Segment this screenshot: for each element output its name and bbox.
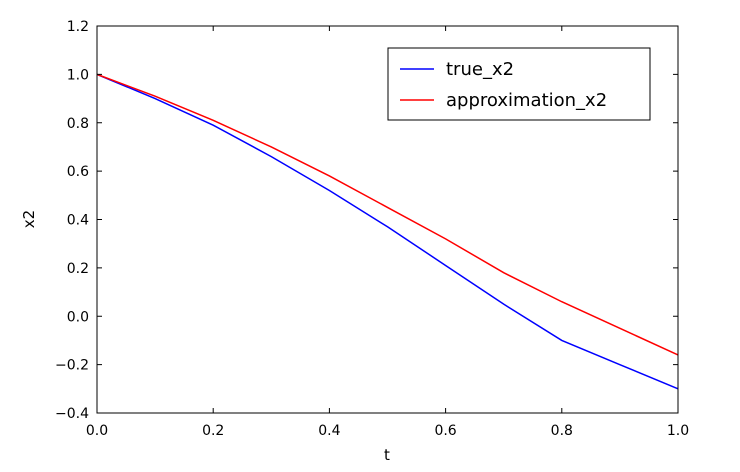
legend-box bbox=[387, 47, 651, 121]
y-tick-label: 1.0 bbox=[67, 67, 89, 83]
y-tick-label: −0.4 bbox=[55, 406, 89, 422]
series-line-approximation-x2 bbox=[96, 73, 679, 356]
y-tick-label: 0.0 bbox=[67, 309, 89, 325]
x-tick-label: 0.6 bbox=[434, 423, 456, 439]
x-tick-label: 1.0 bbox=[667, 423, 689, 439]
y-tick-label: 0.6 bbox=[67, 164, 89, 180]
series-line-true-x2 bbox=[96, 73, 679, 390]
x-tick-label: 0.8 bbox=[551, 423, 573, 439]
y-tick-label: 0.4 bbox=[67, 213, 89, 229]
x-axis-label: t bbox=[384, 446, 390, 464]
legend-label-approximation-x2: approximation_x2 bbox=[446, 90, 607, 111]
x-tick-label: 0.2 bbox=[202, 423, 224, 439]
x-tick-label: 0.4 bbox=[318, 423, 340, 439]
y-tick-label: −0.2 bbox=[55, 358, 89, 374]
y-tick-label: 0.2 bbox=[67, 261, 89, 277]
y-tick-label: 1.2 bbox=[67, 19, 89, 35]
legend: true_x2 approximation_x2 bbox=[387, 47, 651, 121]
x-tick-label: 0.0 bbox=[86, 423, 108, 439]
legend-label-true-x2: true_x2 bbox=[446, 59, 514, 80]
y-tick-label: 0.8 bbox=[67, 116, 89, 132]
y-axis-label: x2 bbox=[20, 210, 38, 228]
